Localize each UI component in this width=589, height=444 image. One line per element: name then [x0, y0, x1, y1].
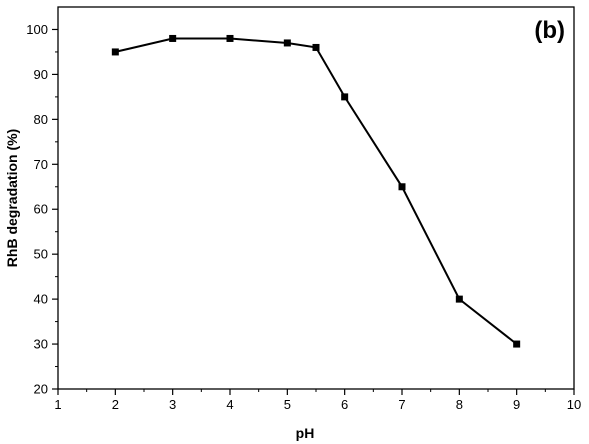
data-point-marker	[455, 295, 463, 303]
panel-label: (b)	[534, 17, 565, 44]
data-point-marker	[341, 93, 349, 101]
x-tick-label: 1	[54, 397, 61, 412]
y-tick-label: 90	[34, 67, 48, 82]
y-tick-label: 60	[34, 202, 48, 217]
x-tick-label: 7	[398, 397, 405, 412]
y-tick-label: 70	[34, 157, 48, 172]
x-tick-label: 6	[341, 397, 348, 412]
data-point-marker	[283, 39, 291, 47]
x-tick-label: 4	[226, 397, 233, 412]
y-tick-label: 30	[34, 337, 48, 352]
plot-frame	[57, 6, 575, 390]
x-tick-label: 3	[169, 397, 176, 412]
data-point-marker	[111, 48, 119, 56]
data-point-marker	[312, 43, 320, 51]
x-tick-label: 8	[456, 397, 463, 412]
y-axis-title: RhB degradation (%)	[4, 129, 20, 267]
data-point-marker	[398, 183, 406, 191]
y-tick-label: 40	[34, 292, 48, 307]
x-tick-label: 2	[112, 397, 119, 412]
y-tick-label: 50	[34, 247, 48, 262]
tick-labels: 1 2 3 4 5 6 7 8 9 10 20 30 40 50 60 70 80 90 100	[26, 22, 581, 412]
y-tick-label: 20	[34, 382, 48, 397]
data-point-marker	[226, 34, 234, 42]
data-point-marker	[169, 34, 177, 42]
y-tick-label: 100	[26, 22, 48, 37]
x-tick-label: 5	[284, 397, 291, 412]
x-tick-label: 9	[513, 397, 520, 412]
y-tick-label: 80	[34, 112, 48, 127]
x-axis-title: pH	[296, 425, 315, 441]
data-series	[111, 34, 521, 348]
x-tick-label: 10	[567, 397, 581, 412]
data-point-marker	[513, 340, 521, 348]
axis-ticks	[52, 28, 575, 395]
